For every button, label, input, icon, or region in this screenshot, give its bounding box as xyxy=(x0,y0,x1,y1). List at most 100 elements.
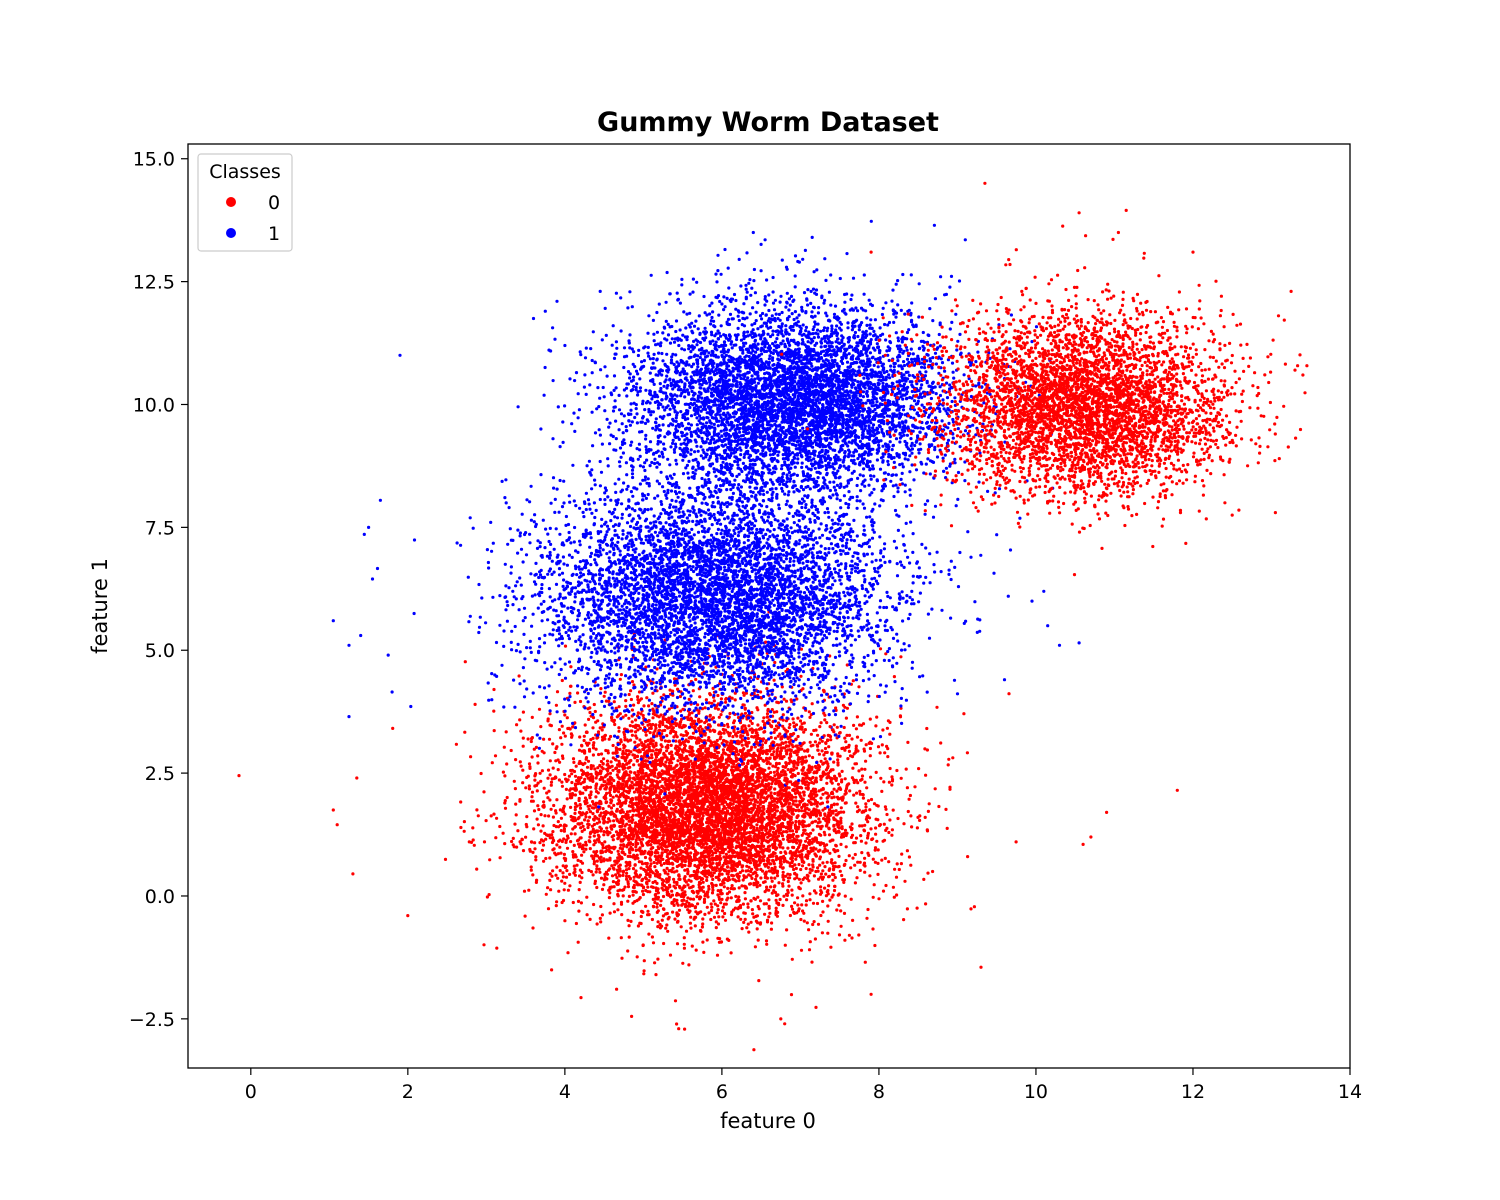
data-point-class-0 xyxy=(473,702,477,707)
data-point-class-0 xyxy=(719,697,724,701)
data-point-class-0 xyxy=(627,867,631,871)
data-point-class-1 xyxy=(736,326,740,330)
data-point-class-1 xyxy=(655,465,659,469)
data-point-class-0 xyxy=(740,743,744,747)
data-point-class-0 xyxy=(563,919,567,923)
data-point-class-1 xyxy=(911,352,915,356)
data-point-class-0 xyxy=(521,781,525,785)
data-point-class-1 xyxy=(951,370,955,374)
data-point-class-1 xyxy=(739,453,743,457)
data-point-class-1 xyxy=(903,483,907,487)
data-point-class-0 xyxy=(691,689,695,693)
data-point-class-0 xyxy=(582,828,587,832)
data-point-class-0 xyxy=(641,771,645,775)
data-point-class-1 xyxy=(605,374,609,378)
data-point-class-0 xyxy=(637,724,641,728)
data-point-class-1 xyxy=(687,323,691,327)
data-point-class-0 xyxy=(651,716,655,720)
data-point-class-1 xyxy=(681,472,686,476)
data-point-class-1 xyxy=(850,471,854,475)
data-point-class-0 xyxy=(527,787,532,791)
data-point-class-1 xyxy=(746,376,750,380)
data-point-class-0 xyxy=(513,787,518,791)
data-point-class-1 xyxy=(787,470,792,475)
data-point-class-1 xyxy=(724,428,729,432)
data-point-class-0 xyxy=(564,787,569,792)
data-point-class-1 xyxy=(734,298,738,303)
data-point-class-0 xyxy=(582,850,586,854)
data-point-class-0 xyxy=(707,884,711,889)
data-point-class-0 xyxy=(607,936,611,940)
data-point-class-1 xyxy=(966,530,970,534)
data-point-class-1 xyxy=(781,457,786,461)
data-point-class-0 xyxy=(454,742,458,746)
data-point-class-1 xyxy=(742,344,746,348)
data-point-class-0 xyxy=(696,736,701,740)
data-point-class-0 xyxy=(682,946,687,950)
data-point-class-0 xyxy=(871,857,875,861)
data-point-class-1 xyxy=(846,321,850,325)
data-point-class-0 xyxy=(644,665,648,669)
data-point-class-0 xyxy=(795,766,799,770)
data-point-class-1 xyxy=(654,343,658,347)
data-point-class-0 xyxy=(539,725,543,729)
data-point-class-1 xyxy=(668,341,673,345)
data-point-class-0 xyxy=(647,932,651,936)
data-point-class-0 xyxy=(857,933,861,937)
data-point-class-1 xyxy=(725,320,729,324)
data-point-class-0 xyxy=(535,789,539,793)
data-point-class-1 xyxy=(920,365,924,369)
data-point-class-0 xyxy=(541,843,546,847)
data-point-class-0 xyxy=(631,867,636,871)
data-point-class-1 xyxy=(785,291,789,295)
data-point-class-0 xyxy=(521,768,525,772)
data-point-class-0 xyxy=(827,745,831,749)
data-point-class-0 xyxy=(802,911,806,915)
data-point-class-0 xyxy=(689,926,693,930)
data-point-class-0 xyxy=(793,901,797,905)
data-point-class-1 xyxy=(732,292,737,297)
data-point-class-0 xyxy=(786,876,791,880)
data-point-class-0 xyxy=(804,899,809,903)
data-point-class-0 xyxy=(816,821,820,825)
data-point-class-1 xyxy=(556,405,560,409)
data-point-class-1 xyxy=(823,353,827,357)
data-point-class-1 xyxy=(862,376,866,380)
data-point-class-1 xyxy=(810,310,814,314)
data-point-class-0 xyxy=(736,752,741,757)
data-point-class-1 xyxy=(681,333,685,337)
data-point-class-1 xyxy=(674,329,678,334)
data-point-class-1 xyxy=(781,453,785,457)
data-point-class-1 xyxy=(872,487,876,491)
data-point-class-0 xyxy=(880,743,884,747)
data-point-class-1 xyxy=(905,433,910,437)
data-point-class-1 xyxy=(661,423,665,427)
data-point-class-0 xyxy=(869,775,873,779)
data-point-class-0 xyxy=(851,856,855,860)
data-point-class-0 xyxy=(572,760,576,765)
data-point-class-1 xyxy=(940,419,944,423)
data-point-class-1 xyxy=(723,305,727,309)
data-point-class-0 xyxy=(850,936,854,940)
data-point-class-0 xyxy=(617,798,621,802)
data-point-class-1 xyxy=(862,292,866,296)
data-point-class-0 xyxy=(588,796,592,800)
data-point-class-1 xyxy=(993,491,997,495)
data-point-class-1 xyxy=(688,405,692,410)
data-point-class-1 xyxy=(563,404,567,408)
data-point-class-1 xyxy=(890,473,894,477)
data-point-class-1 xyxy=(719,334,723,338)
data-point-class-0 xyxy=(548,712,552,716)
data-point-class-1 xyxy=(894,473,898,477)
data-point-class-0 xyxy=(666,929,670,933)
data-point-class-1 xyxy=(842,494,847,498)
data-point-class-1 xyxy=(947,421,951,425)
data-point-class-1 xyxy=(908,470,912,474)
data-point-class-1 xyxy=(646,331,650,335)
data-point-class-0 xyxy=(601,846,605,850)
data-point-class-0 xyxy=(548,773,552,777)
data-point-class-0 xyxy=(966,855,970,859)
data-point-class-1 xyxy=(971,423,975,427)
data-point-class-1 xyxy=(799,359,803,363)
data-point-class-0 xyxy=(503,799,507,803)
